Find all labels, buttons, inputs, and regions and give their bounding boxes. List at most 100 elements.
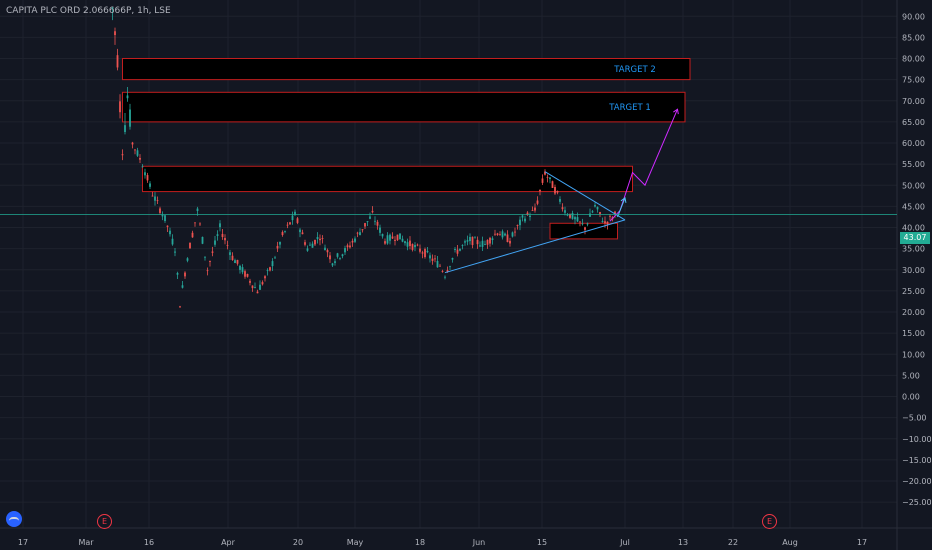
trendline[interactable] [617, 197, 626, 218]
candle-body [341, 254, 344, 257]
zone-box[interactable] [142, 165, 633, 193]
candle-body [471, 236, 474, 246]
candle-body [459, 248, 461, 251]
candle-body [399, 233, 401, 240]
candle-body [136, 150, 139, 156]
candle-body [454, 249, 456, 250]
candle-body [274, 257, 276, 259]
candle-body [181, 285, 184, 288]
candle-body [401, 238, 404, 242]
candle-body [571, 213, 574, 219]
candle-body [244, 271, 246, 277]
candle-body [296, 218, 299, 223]
candle-body [376, 221, 379, 226]
trendline[interactable] [609, 109, 678, 222]
candle-body [266, 270, 269, 271]
zone-box[interactable] [122, 91, 686, 123]
candle-body [239, 265, 241, 270]
candle-body [306, 248, 309, 251]
candle-body [564, 210, 566, 213]
candle-body [421, 252, 424, 254]
candle-body [139, 157, 141, 160]
y-tick-label: −25.00 [902, 498, 932, 507]
zones: TARGET 2 TARGET 1 [122, 58, 691, 240]
candle-body [309, 244, 311, 246]
candle-body [134, 149, 136, 151]
trendline[interactable] [544, 171, 626, 221]
candle-body [394, 239, 396, 241]
candle-body [529, 215, 531, 218]
candle-body [596, 206, 599, 210]
candle-body [214, 240, 216, 245]
candle-body [349, 245, 351, 248]
candle-body [316, 237, 319, 240]
candle-body [286, 224, 289, 226]
candle-body [304, 242, 306, 245]
candle-body [431, 258, 434, 261]
candle-body [406, 242, 409, 247]
x-axis: 17 Mar 16 Apr 20 May 18 Jun 15 Jul 13 22 Aug 17 [18, 538, 867, 547]
zone-box[interactable] [122, 58, 691, 81]
candle-body [576, 217, 579, 222]
candle-body [461, 245, 464, 247]
trendline[interactable] [444, 219, 626, 274]
arrow-head [673, 108, 679, 115]
candle-body [334, 261, 336, 263]
candle-body [609, 215, 611, 217]
candle-body [466, 240, 469, 242]
x-tick-label: Mar [78, 538, 94, 547]
x-tick-label: 17 [18, 538, 28, 547]
candle-body [514, 231, 516, 233]
candle-body [601, 221, 604, 223]
candle-body [586, 223, 589, 225]
candle-body [279, 241, 281, 245]
y-tick-label: −10.00 [902, 435, 932, 444]
candle-body [121, 154, 124, 156]
candle-body [324, 247, 326, 251]
candle-body [404, 241, 406, 244]
x-tick-label: Jun [472, 538, 486, 547]
x-tick-label: 20 [293, 538, 303, 547]
candle-body [411, 244, 414, 250]
candle-body [581, 223, 584, 225]
candle-body [554, 187, 556, 194]
candle-body [531, 209, 534, 211]
candle-body [501, 231, 504, 238]
candle-body [234, 260, 236, 263]
candle-body [364, 223, 366, 227]
candle-body [481, 240, 484, 247]
x-tick-label: 16 [144, 538, 154, 547]
candle-body [196, 208, 199, 212]
candle-body [379, 227, 381, 233]
candle-body [256, 291, 259, 294]
y-tick-label: 45.00 [902, 202, 925, 211]
candle-body [339, 257, 341, 259]
candle-body [496, 233, 499, 235]
candle-body [606, 221, 609, 225]
candle-body [179, 306, 181, 308]
x-tick-label: Jul [619, 538, 630, 547]
candle-body [356, 232, 359, 234]
y-tick-label: 60.00 [902, 139, 925, 148]
candle-body [171, 238, 174, 245]
earnings-event-marker[interactable]: E [762, 514, 777, 529]
candle-body [184, 272, 186, 277]
candle-body [194, 222, 196, 224]
candle-body [216, 234, 219, 236]
candle-body [389, 234, 391, 241]
logo-icon[interactable] [6, 511, 22, 527]
candle-body [219, 223, 221, 228]
candle-body [456, 249, 459, 254]
y-tick-label: 65.00 [902, 118, 925, 127]
candle-body [229, 252, 231, 255]
candle-body [551, 181, 554, 188]
candle-body [416, 244, 419, 246]
y-tick-label: 35.00 [902, 245, 925, 254]
candle-body [369, 216, 371, 219]
candle-body [441, 270, 444, 272]
earnings-event-marker[interactable]: E [97, 514, 112, 529]
candle-body [479, 245, 481, 247]
candle-body [484, 244, 486, 245]
